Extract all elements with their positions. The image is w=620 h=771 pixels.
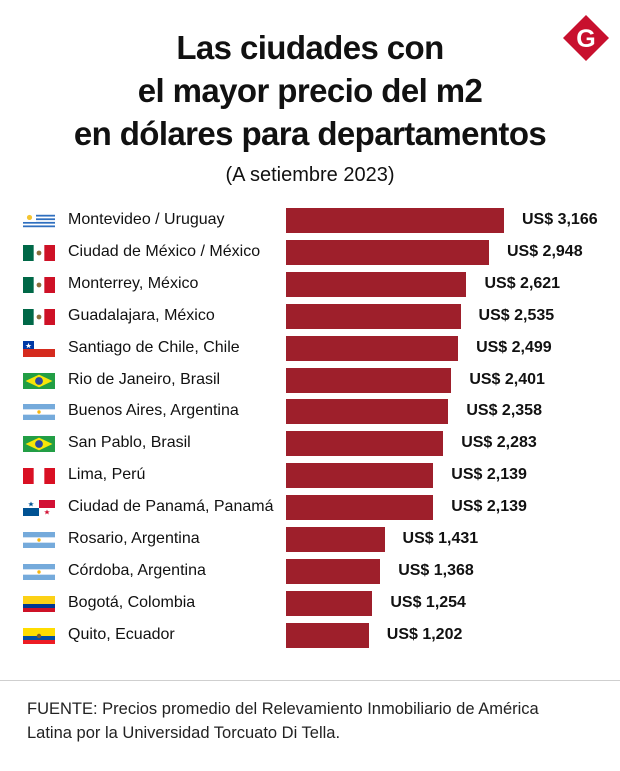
value-label: US$ 2,621	[484, 274, 561, 292]
panama-flag-icon	[23, 500, 55, 517]
chart-row: Buenos Aires, Argentina US$ 2,358	[0, 396, 620, 428]
bar	[286, 399, 449, 425]
gestion-logo-icon: G	[563, 15, 609, 61]
category-label: Ciudad de México / México	[68, 242, 261, 260]
value-label: US$ 3,166	[522, 211, 598, 228]
brazil-flag-icon	[23, 372, 55, 389]
mexico-flag-icon	[23, 244, 55, 261]
value-label: US$ 2,535	[478, 306, 555, 324]
category-label: San Pablo, Brasil	[68, 434, 191, 452]
chile-flag-icon	[23, 340, 55, 357]
chart-row: Ciudad de México / México US$ 2,948	[0, 237, 620, 269]
title-line-2: el mayor precio del m2	[137, 72, 483, 109]
chart-row: Monterrey, México US$ 2,621	[0, 269, 620, 301]
colombia-flag-icon	[23, 595, 55, 612]
value-label: US$ 1,254	[390, 593, 466, 611]
chart-row: Montevideo / Uruguay US$ 3,166	[0, 205, 620, 237]
category-label: Quito, Ecuador	[68, 625, 175, 643]
chart-row: Rosario, Argentina US$ 1,431	[0, 524, 620, 556]
bar	[286, 495, 434, 521]
value-label: US$ 2,948	[506, 242, 583, 260]
chart-row: Bogotá, Colombia US$ 1,254	[0, 588, 620, 620]
category-label: Santiago de Chile, Chile	[68, 338, 240, 356]
chart-row: Lima, Perú US$ 2,139	[0, 460, 620, 492]
chart-row: San Pablo, Brasil US$ 2,283	[0, 428, 620, 460]
category-label: Guadalajara, México	[68, 306, 215, 324]
value-label: US$ 2,499	[476, 338, 552, 356]
divider	[0, 680, 620, 681]
chart-row: Ciudad de Panamá, Panamá US$ 2,139	[0, 492, 620, 524]
logo-letter: G	[576, 25, 595, 53]
peru-flag-icon	[23, 468, 55, 485]
title-line-1: Las ciudades con	[176, 29, 444, 66]
chart-row: Quito, Ecuador US$ 1,202	[0, 620, 620, 652]
source-note: FUENTE: Precios promedio del Relevamient…	[27, 700, 539, 742]
chart-row: Córdoba, Argentina US$ 1,368	[0, 556, 620, 588]
title-line-3: en dólares para departamentos	[73, 115, 547, 152]
mexico-flag-icon	[23, 308, 55, 325]
chart-row: Rio de Janeiro, Brasil US$ 2,401	[0, 365, 620, 397]
value-label: US$ 1,431	[402, 530, 479, 547]
chart-row: Guadalajara, México US$ 2,535	[0, 301, 620, 333]
bar	[286, 463, 434, 489]
argentina-flag-icon	[23, 563, 55, 580]
category-label: Córdoba, Argentina	[68, 561, 206, 579]
bar	[286, 335, 459, 361]
bar	[286, 303, 461, 329]
category-label: Rio de Janeiro, Brasil	[68, 370, 221, 388]
bar	[286, 208, 504, 233]
value-label: US$ 2,139	[451, 466, 527, 484]
ecuador-flag-icon	[23, 627, 55, 644]
brazil-flag-icon	[23, 436, 55, 453]
category-label: Lima, Perú	[68, 466, 146, 484]
category-label: Buenos Aires, Argentina	[68, 402, 239, 420]
category-label: Rosario, Argentina	[68, 530, 200, 547]
mexico-flag-icon	[23, 276, 55, 293]
value-label: US$ 2,139	[451, 498, 527, 516]
bar	[286, 431, 444, 457]
argentina-flag-icon	[23, 532, 55, 548]
chart-row: Santiago de Chile, Chile US$ 2,499	[0, 333, 620, 365]
uruguay-flag-icon	[23, 213, 55, 229]
category-label: Montevideo / Uruguay	[68, 211, 225, 228]
category-label: Monterrey, México	[68, 274, 199, 292]
bar	[286, 527, 385, 552]
value-label: US$ 1,368	[398, 561, 474, 579]
bar	[286, 622, 369, 648]
argentina-flag-icon	[23, 404, 55, 421]
bar	[286, 558, 381, 584]
bar	[286, 367, 452, 393]
value-label: US$ 1,202	[386, 625, 463, 643]
value-label: US$ 2,401	[469, 370, 545, 388]
bar	[286, 239, 489, 265]
category-label: Ciudad de Panamá, Panamá	[68, 498, 274, 516]
subtitle: (A setiembre 2023)	[225, 164, 395, 186]
value-label: US$ 2,283	[461, 434, 537, 452]
value-label: US$ 2,358	[466, 402, 542, 420]
bar	[286, 590, 373, 616]
category-label: Bogotá, Colombia	[68, 593, 196, 611]
bar	[286, 271, 467, 297]
